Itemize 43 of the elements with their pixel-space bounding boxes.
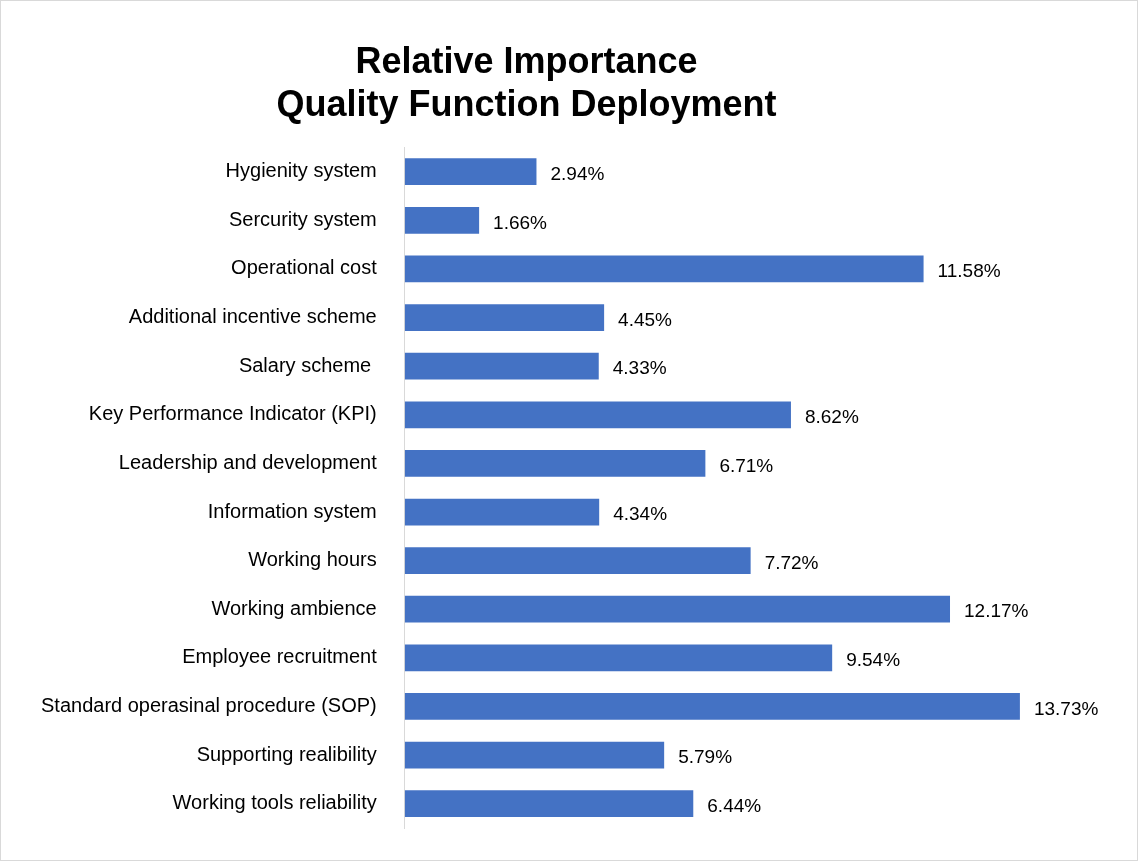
y-tick-label: Working hours: [248, 548, 377, 571]
bar: [404, 304, 605, 331]
bar: [404, 693, 1020, 720]
data-label: 8.62%: [804, 406, 859, 428]
bar: [404, 158, 537, 186]
y-tick-label: Working ambience: [211, 596, 377, 619]
data-label: 7.72%: [764, 551, 819, 573]
data-label: 5.79%: [678, 746, 733, 768]
bar: [404, 401, 791, 429]
data-label: 11.58%: [937, 260, 1001, 282]
y-tick-label: Employee recruitment: [182, 645, 378, 668]
y-tick-label: Working tools reliability: [172, 791, 377, 814]
bar: [404, 644, 833, 672]
bar: [404, 547, 751, 574]
data-label: 6.44%: [707, 794, 762, 816]
y-tick-label: Salary scheme: [238, 353, 377, 376]
bar: [404, 450, 706, 477]
y-tick-label: Key Performance Indicator (KPI): [88, 402, 377, 425]
data-label: 1.66%: [493, 211, 548, 233]
y-tick-label: Hygienity system: [225, 159, 377, 182]
bar: [404, 206, 480, 234]
y-tick-label: Information system: [207, 499, 377, 522]
y-tick-label: Leadership and development: [118, 450, 378, 473]
data-label: 9.54%: [846, 649, 901, 671]
y-tick-label: Additional incentive scheme: [128, 305, 377, 328]
chart-title: Relative Importance Quality Function Deployment: [276, 39, 777, 124]
data-label: 2.94%: [550, 162, 605, 184]
bar: [404, 741, 665, 769]
y-tick-label: Operational cost: [231, 256, 378, 279]
data-label: 6.71%: [719, 454, 774, 476]
bar: [404, 352, 599, 380]
data-label: 4.45%: [618, 308, 673, 330]
bar: [404, 595, 951, 623]
bar: [404, 498, 600, 526]
bar: [404, 790, 694, 818]
y-tick-label: Supporting realibility: [196, 742, 377, 765]
bar: [404, 255, 924, 283]
data-label: 4.33%: [612, 357, 667, 379]
data-label: 4.34%: [613, 503, 668, 525]
y-tick-label: Standard operasinal procedure (SOP): [40, 693, 377, 716]
data-label: 13.73%: [1033, 697, 1099, 719]
y-tick-label: Sercurity system: [228, 207, 377, 230]
data-label: 12.17%: [964, 600, 1029, 622]
